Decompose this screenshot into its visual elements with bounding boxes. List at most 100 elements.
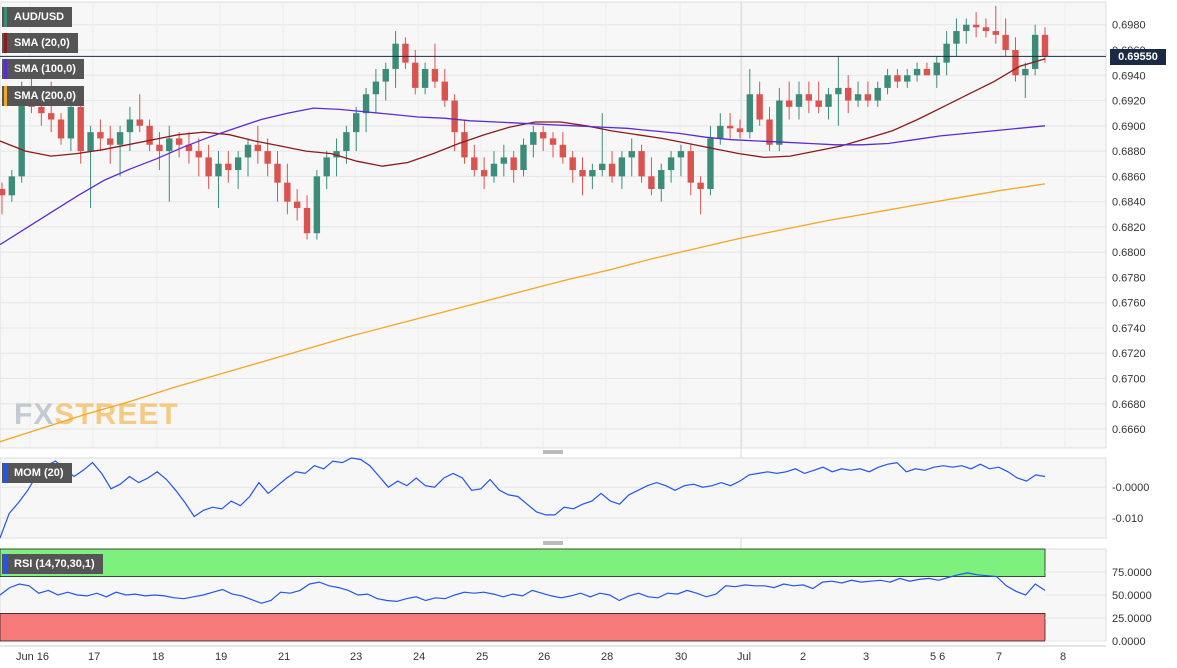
candle[interactable] [599,113,606,177]
candle[interactable] [205,144,212,189]
candle[interactable] [972,12,980,38]
candle[interactable] [402,37,409,69]
candle[interactable] [530,125,537,158]
candle[interactable] [195,138,202,177]
candle[interactable] [539,125,547,152]
candle[interactable] [756,81,763,126]
candle[interactable] [943,31,950,76]
candle[interactable] [579,157,586,196]
candle[interactable] [933,56,940,88]
sma100-legend[interactable]: SMA (100,0) [2,59,84,79]
candle[interactable] [1022,62,1029,99]
candle[interactable] [894,68,901,88]
candle[interactable] [471,144,478,177]
candle[interactable] [313,170,321,240]
candle[interactable] [608,151,616,183]
candle[interactable] [284,163,291,215]
candle[interactable] [805,81,813,114]
candle[interactable] [185,132,193,164]
candle[interactable] [589,163,596,189]
candle[interactable] [244,138,252,177]
candle[interactable] [343,125,350,164]
candle[interactable] [569,151,576,183]
candle[interactable] [146,119,153,152]
candle[interactable] [815,81,822,114]
candle[interactable] [431,43,439,88]
rsi-pane[interactable]: 75.0000 50.0000 25.0000 0.0000 [0,548,1152,648]
candle[interactable] [1002,18,1009,57]
candle[interactable] [67,100,75,152]
candle[interactable] [854,81,862,107]
candle[interactable] [884,68,891,95]
candle[interactable] [333,138,340,177]
candle[interactable] [510,151,517,183]
candle[interactable] [97,119,104,152]
candle[interactable] [412,50,419,95]
candle[interactable] [628,138,635,177]
candle[interactable] [648,157,655,196]
candle[interactable] [441,68,448,107]
candle[interactable] [992,5,1000,44]
candle[interactable] [451,94,458,152]
candle[interactable] [1012,37,1019,82]
candle[interactable] [323,151,330,189]
candle[interactable] [107,125,114,164]
candle[interactable] [87,125,94,208]
candle[interactable] [687,144,694,196]
candle[interactable] [254,125,262,164]
candle[interactable] [490,151,498,183]
candle[interactable] [766,106,773,152]
candle[interactable] [963,18,970,44]
candle[interactable] [353,106,360,152]
candle[interactable] [225,151,232,183]
candle[interactable] [500,144,508,177]
price-pane[interactable]: 0.69800.69600.69400.69200.69000.68800.68… [0,1,1146,641]
candle[interactable] [726,113,734,139]
candle[interactable] [913,62,921,82]
candle[interactable] [746,68,754,139]
candle[interactable] [166,125,173,202]
candle[interactable] [904,68,911,88]
candle[interactable] [8,170,16,202]
candle[interactable] [795,81,803,120]
candle[interactable] [274,151,281,202]
candle[interactable] [667,151,675,183]
candle[interactable] [717,113,724,145]
candle[interactable] [677,144,685,177]
momentum-pane[interactable]: -0.0000 -0.010 [0,457,1149,539]
candle[interactable] [372,68,380,114]
candle[interactable] [638,144,645,183]
candle[interactable] [234,151,242,189]
candle[interactable] [845,75,852,114]
candle[interactable] [293,188,301,221]
sma200-legend[interactable]: SMA (200,0) [2,86,84,106]
rsi-legend[interactable]: RSI (14,70,30,1) [2,554,103,574]
candle[interactable] [116,125,124,177]
candle[interactable] [874,81,881,107]
candle[interactable] [982,18,990,38]
candle[interactable] [175,132,183,158]
mom-legend[interactable]: MOM (20) [2,463,72,483]
candle[interactable] [864,81,872,107]
candle[interactable] [215,151,222,208]
candle[interactable] [303,195,311,240]
candle[interactable] [520,138,527,177]
sma20-legend[interactable]: SMA (20,0) [2,33,78,53]
candle[interactable] [776,87,783,152]
candle[interactable] [1031,24,1039,76]
candle[interactable] [559,132,567,164]
candle[interactable] [835,56,842,126]
candle[interactable] [923,62,931,76]
candle[interactable] [382,62,389,101]
candle[interactable] [953,18,960,57]
candle[interactable] [618,151,626,189]
candle[interactable] [549,132,557,158]
candle[interactable] [362,87,370,133]
candle[interactable] [825,87,832,120]
candle[interactable] [264,138,271,177]
candle[interactable] [57,113,65,145]
candle[interactable] [736,119,744,139]
candle[interactable] [0,182,6,215]
candle[interactable] [480,157,488,189]
